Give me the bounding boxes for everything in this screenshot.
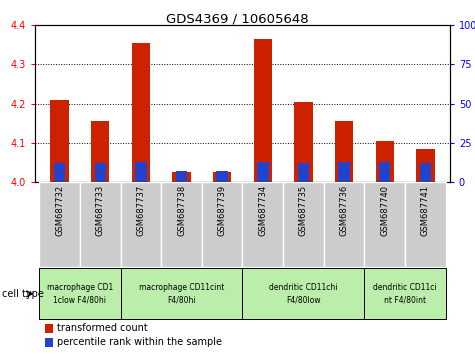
Text: GSM687732: GSM687732: [55, 185, 64, 236]
Bar: [405, 182, 446, 267]
Text: GSM687737: GSM687737: [136, 185, 145, 236]
Bar: [294, 102, 313, 182]
Bar: [217, 171, 228, 182]
Bar: [324, 182, 364, 267]
Text: cell type: cell type: [2, 289, 44, 299]
Bar: [335, 121, 353, 182]
Bar: [121, 182, 161, 267]
Bar: [379, 162, 390, 182]
Bar: [338, 162, 350, 182]
Bar: [172, 172, 190, 182]
Bar: [132, 42, 150, 182]
Text: percentile rank within the sample: percentile rank within the sample: [57, 337, 222, 347]
Bar: [135, 162, 147, 182]
Bar: [364, 268, 446, 319]
Text: GSM687740: GSM687740: [380, 185, 390, 236]
Bar: [420, 164, 431, 182]
Text: transformed count: transformed count: [57, 323, 148, 333]
Bar: [95, 164, 106, 182]
Text: GSM687736: GSM687736: [340, 185, 349, 236]
Text: GSM687738: GSM687738: [177, 185, 186, 236]
Text: GSM687735: GSM687735: [299, 185, 308, 236]
Text: dendritic CD11ci
nt F4/80int: dendritic CD11ci nt F4/80int: [373, 284, 437, 304]
Bar: [376, 141, 394, 182]
Text: dendritic CD11chi
F4/80low: dendritic CD11chi F4/80low: [269, 284, 338, 304]
Bar: [54, 164, 65, 182]
Bar: [364, 182, 405, 267]
Bar: [416, 149, 435, 182]
Bar: [243, 268, 364, 319]
Text: GSM687734: GSM687734: [258, 185, 267, 236]
Bar: [39, 182, 80, 267]
Bar: [298, 164, 309, 182]
Text: GSM687739: GSM687739: [218, 185, 227, 236]
Text: GDS4369 / 10605648: GDS4369 / 10605648: [166, 12, 309, 25]
Bar: [243, 182, 283, 267]
Bar: [213, 172, 231, 182]
Bar: [161, 182, 202, 267]
Bar: [254, 39, 272, 182]
Bar: [121, 268, 243, 319]
Text: macrophage CD11cint
F4/80hi: macrophage CD11cint F4/80hi: [139, 284, 224, 304]
Bar: [80, 182, 121, 267]
Bar: [257, 162, 268, 182]
Text: macrophage CD1
1clow F4/80hi: macrophage CD1 1clow F4/80hi: [47, 284, 113, 304]
Bar: [176, 171, 187, 182]
Bar: [283, 182, 324, 267]
Bar: [202, 182, 243, 267]
Bar: [39, 268, 121, 319]
Text: GSM687741: GSM687741: [421, 185, 430, 236]
Bar: [91, 121, 109, 182]
Text: GSM687733: GSM687733: [95, 185, 104, 236]
Bar: [50, 99, 69, 182]
